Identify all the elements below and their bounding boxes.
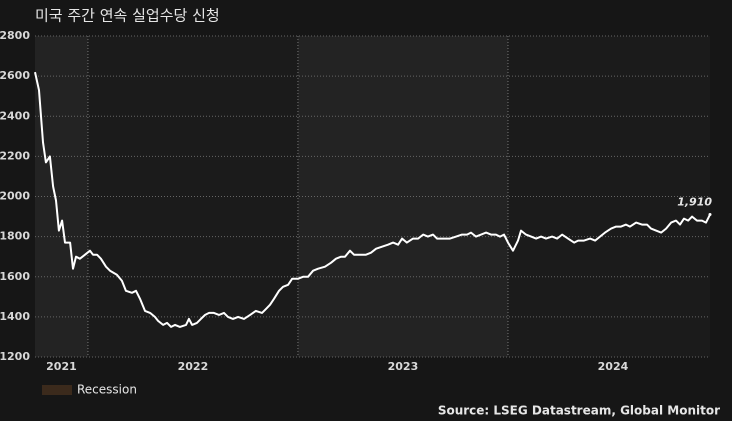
legend-label: Recession (77, 383, 137, 397)
y-tick-label: 1400 (0, 310, 30, 323)
legend-swatch (42, 385, 72, 395)
annotation-label: 1,910 (677, 196, 712, 209)
y-tick-label: 2000 (0, 190, 30, 203)
y-tick-label: 1600 (0, 270, 30, 283)
x-tick-label: 2021 (46, 360, 77, 373)
x-tick-label: 2023 (388, 360, 419, 373)
y-tick-label: 2400 (0, 109, 30, 122)
y-tick-label: 2800 (0, 29, 30, 42)
y-tick-label: 1200 (0, 350, 30, 363)
y-tick-label: 2600 (0, 69, 30, 82)
chart-title: 미국 주간 연속 실업수당 신청 (35, 7, 220, 25)
y-tick-label: 2200 (0, 149, 30, 162)
line (34, 71, 711, 328)
y-tick-label: 1800 (0, 230, 30, 243)
x-tick-label: 2024 (598, 360, 629, 373)
x-tick-label: 2022 (178, 360, 209, 373)
year-band (35, 36, 88, 357)
source: Source: LSEG Datastream, Global Monitor (438, 404, 720, 418)
annotation-point (708, 213, 712, 217)
